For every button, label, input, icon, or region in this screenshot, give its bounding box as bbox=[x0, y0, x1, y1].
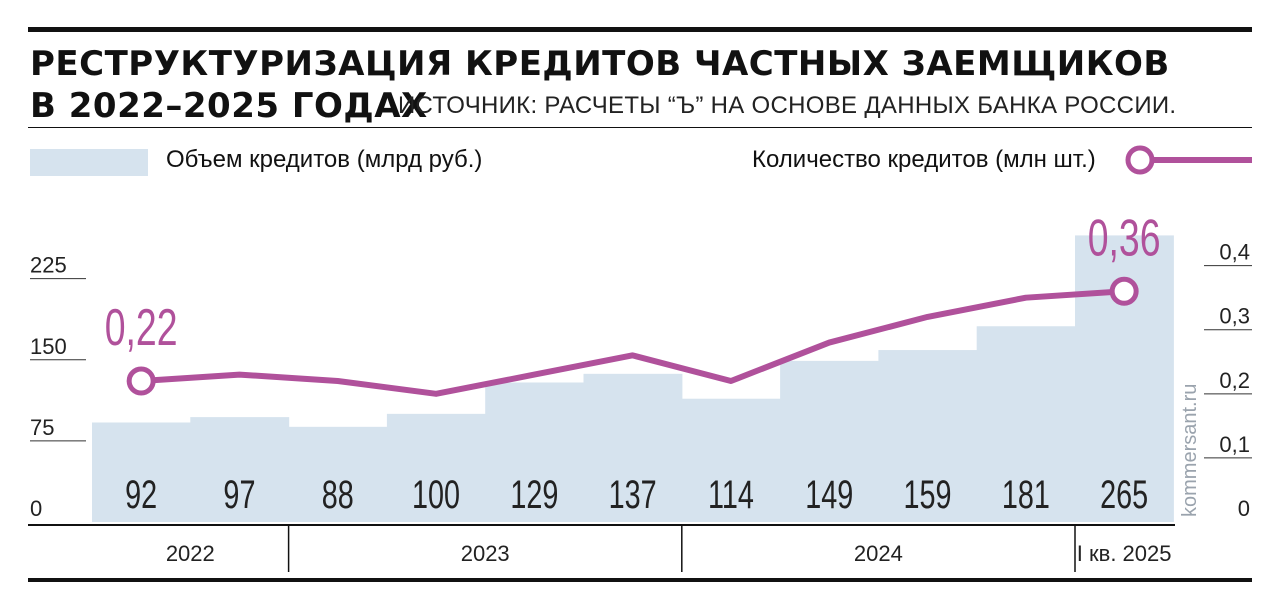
legend-bars-label: Объем кредитов (млрд руб.) bbox=[166, 146, 483, 173]
bar-value-label-6: 137 bbox=[609, 472, 657, 517]
bar-value-label-7: 114 bbox=[708, 472, 754, 517]
bar-1 bbox=[92, 422, 191, 522]
left-tick-label-2: 150 bbox=[30, 334, 67, 359]
line-marker-1 bbox=[126, 366, 156, 396]
bar-value-label-9: 159 bbox=[904, 472, 952, 517]
right-tick-label-4: 0,4 bbox=[1219, 240, 1250, 265]
line-annotation-1: 0,22 bbox=[105, 298, 178, 357]
bar-value-label-5: 129 bbox=[510, 472, 558, 517]
bar-9 bbox=[878, 350, 978, 522]
bottom-rule bbox=[28, 578, 1252, 582]
chart-title-line-1: РЕСТРУКТУРИЗАЦИЯ КРЕДИТОВ ЧАСТНЫХ ЗАЕМЩИ… bbox=[30, 44, 1170, 84]
bar-value-label-10: 181 bbox=[1002, 472, 1050, 517]
legend-line-marker bbox=[1125, 145, 1155, 175]
right-tick-label-3: 0,3 bbox=[1219, 304, 1250, 329]
category-label-4: I кв. 2025 bbox=[1077, 541, 1172, 566]
bar-value-label-8: 149 bbox=[805, 472, 853, 517]
title-rule bbox=[28, 127, 1252, 128]
bar-5 bbox=[485, 382, 585, 522]
bar-7 bbox=[681, 398, 781, 522]
bar-3 bbox=[288, 426, 388, 522]
bar-value-label-3: 88 bbox=[322, 472, 354, 517]
bar-value-label-1: 92 bbox=[125, 472, 157, 517]
legend-bars-swatch bbox=[30, 149, 148, 176]
line-annotation-11: 0,36 bbox=[1088, 208, 1161, 267]
bar-6 bbox=[583, 373, 683, 522]
bar-10 bbox=[976, 326, 1076, 522]
right-tick-label-2: 0,2 bbox=[1219, 368, 1250, 393]
bar-value-label-2: 97 bbox=[223, 472, 255, 517]
right-tick-label-0: 0 bbox=[1238, 496, 1250, 521]
bar-value-label-4: 100 bbox=[412, 472, 460, 517]
category-label-1: 2022 bbox=[166, 541, 215, 566]
bar-value-label-11: 265 bbox=[1100, 472, 1148, 517]
credit-text: kommersant.ru bbox=[1179, 384, 1201, 517]
legend-line-label: Количество кредитов (млн шт.) bbox=[752, 146, 1096, 173]
bar-8 bbox=[780, 360, 879, 522]
category-label-3: 2024 bbox=[854, 541, 903, 566]
right-tick-label-1: 0,1 bbox=[1219, 432, 1250, 457]
left-tick-label-0: 0 bbox=[30, 496, 42, 521]
left-tick-label-1: 75 bbox=[30, 415, 54, 440]
line-marker-11 bbox=[1109, 276, 1139, 306]
bar-4 bbox=[386, 413, 486, 522]
category-label-2: 2023 bbox=[461, 541, 510, 566]
top-rule bbox=[28, 27, 1252, 32]
chart-title-line-2: В 2022–2025 ГОДАХ bbox=[30, 86, 428, 126]
line-series-path bbox=[140, 288, 1125, 397]
chart-source: ИСТОЧНИК: РАСЧЕТЫ “Ъ” НА ОСНОВЕ ДАННЫХ Б… bbox=[398, 92, 1177, 119]
left-tick-label-3: 225 bbox=[30, 253, 67, 278]
bar-2 bbox=[190, 417, 290, 522]
